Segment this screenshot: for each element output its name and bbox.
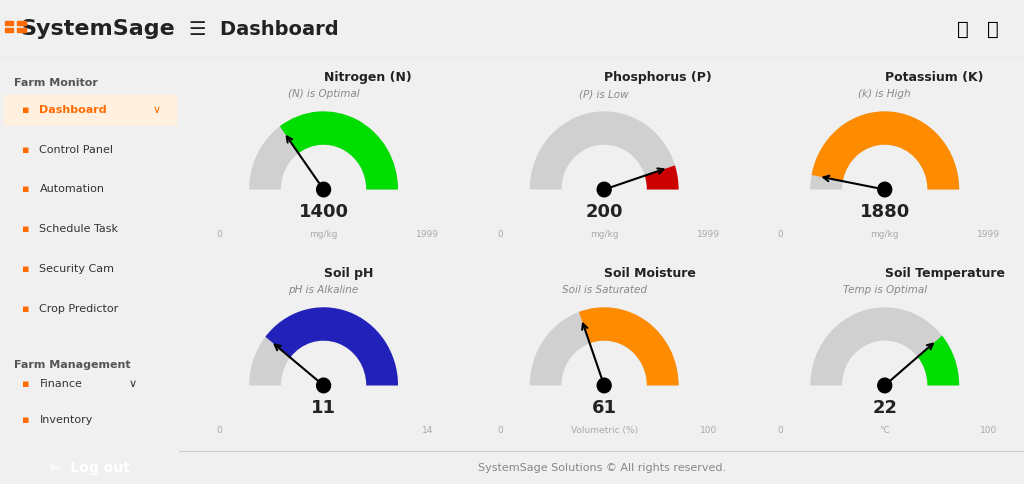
Text: 1999: 1999 <box>697 229 720 238</box>
Circle shape <box>878 183 892 197</box>
Bar <box>17 21 26 26</box>
Circle shape <box>316 183 331 197</box>
Circle shape <box>878 378 892 393</box>
Text: Nitrogen (N): Nitrogen (N) <box>324 71 412 84</box>
Wedge shape <box>579 308 679 386</box>
Text: 14: 14 <box>422 425 433 434</box>
Text: Soil is Saturated: Soil is Saturated <box>561 285 647 295</box>
Wedge shape <box>280 112 398 190</box>
Wedge shape <box>265 308 398 386</box>
Text: (N) is Optimal: (N) is Optimal <box>288 89 359 99</box>
Text: 0: 0 <box>497 425 503 434</box>
Text: ⇦  Log out: ⇦ Log out <box>49 460 130 474</box>
Text: 1999: 1999 <box>417 229 439 238</box>
Text: ∨: ∨ <box>129 378 137 389</box>
Text: 0: 0 <box>497 229 503 238</box>
Text: Farm Management: Farm Management <box>14 360 131 370</box>
Text: 11: 11 <box>311 398 336 416</box>
Text: 0: 0 <box>216 229 222 238</box>
Text: 👤: 👤 <box>987 19 999 39</box>
Text: Automation: Automation <box>39 184 104 194</box>
Wedge shape <box>645 166 679 190</box>
Text: mg/kg: mg/kg <box>870 229 899 238</box>
Text: 200: 200 <box>586 203 623 221</box>
Text: 100: 100 <box>980 425 997 434</box>
Text: mg/kg: mg/kg <box>590 229 618 238</box>
Text: ▪: ▪ <box>22 414 29 424</box>
Bar <box>3 96 176 125</box>
Text: Inventory: Inventory <box>39 414 93 424</box>
Circle shape <box>597 378 611 393</box>
Text: (k) is High: (k) is High <box>858 89 911 99</box>
Text: Schedule Task: Schedule Task <box>39 224 119 234</box>
Text: 1400: 1400 <box>299 203 348 221</box>
Text: 1999: 1999 <box>978 229 1000 238</box>
Text: ▪: ▪ <box>22 105 29 115</box>
Wedge shape <box>812 112 959 190</box>
Wedge shape <box>810 112 959 190</box>
Text: SystemSage Solutions © All rights reserved.: SystemSage Solutions © All rights reserv… <box>477 462 726 472</box>
Text: Volumetric (%): Volumetric (%) <box>570 425 638 434</box>
Text: 100: 100 <box>699 425 717 434</box>
Wedge shape <box>529 308 679 386</box>
Text: Temp is Optimal: Temp is Optimal <box>843 285 927 295</box>
Text: Soil pH: Soil pH <box>324 266 373 279</box>
Text: Soil Temperature: Soil Temperature <box>885 266 1005 279</box>
Text: Crop Predictor: Crop Predictor <box>39 303 119 313</box>
Wedge shape <box>249 308 398 386</box>
Bar <box>17 29 26 33</box>
Text: 0: 0 <box>777 229 783 238</box>
Bar <box>5 21 13 26</box>
Text: Control Panel: Control Panel <box>39 144 114 154</box>
Text: Soil Moisture: Soil Moisture <box>604 266 696 279</box>
Text: ▪: ▪ <box>22 184 29 194</box>
Text: °C: °C <box>880 425 890 434</box>
Wedge shape <box>918 336 959 386</box>
Text: ☰  Dashboard: ☰ Dashboard <box>189 19 339 39</box>
Text: Potassium (K): Potassium (K) <box>885 71 983 84</box>
Text: 🌙: 🌙 <box>956 19 969 39</box>
Text: 0: 0 <box>777 425 783 434</box>
Text: Security Cam: Security Cam <box>39 263 115 273</box>
Text: Farm Monitor: Farm Monitor <box>14 78 98 88</box>
Text: ∨: ∨ <box>153 105 161 115</box>
Text: pH is Alkaline: pH is Alkaline <box>289 285 358 295</box>
Text: Dashboard: Dashboard <box>39 105 108 115</box>
Wedge shape <box>249 112 398 190</box>
Text: Phosphorus (P): Phosphorus (P) <box>604 71 712 84</box>
Text: 0: 0 <box>216 425 222 434</box>
Text: 61: 61 <box>592 398 616 416</box>
Text: ▪: ▪ <box>22 224 29 234</box>
Text: ▪: ▪ <box>22 144 29 154</box>
Wedge shape <box>810 308 959 386</box>
Circle shape <box>316 378 331 393</box>
Text: ▪: ▪ <box>22 378 29 389</box>
Text: Finance: Finance <box>39 378 82 389</box>
Text: 22: 22 <box>872 398 897 416</box>
Circle shape <box>597 183 611 197</box>
Text: 1880: 1880 <box>859 203 910 221</box>
Text: (P) is Low: (P) is Low <box>580 89 629 99</box>
Text: ▪: ▪ <box>22 263 29 273</box>
Text: mg/kg: mg/kg <box>309 229 338 238</box>
Text: SystemSage: SystemSage <box>20 19 175 39</box>
Bar <box>5 29 13 33</box>
Wedge shape <box>529 112 679 190</box>
Text: ▪: ▪ <box>22 303 29 313</box>
